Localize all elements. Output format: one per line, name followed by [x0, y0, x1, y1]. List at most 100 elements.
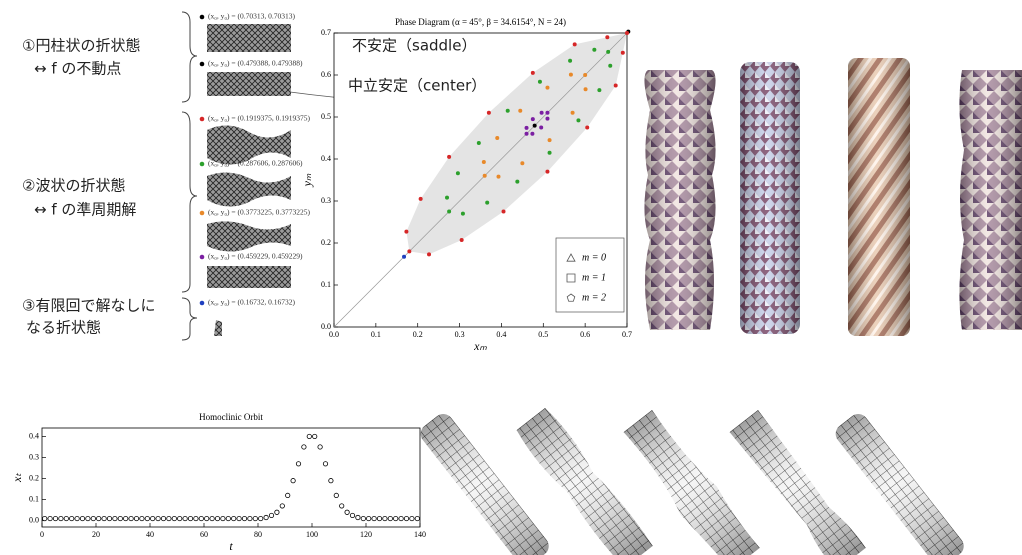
y-tick-label: 0.3: [321, 196, 331, 205]
orbit-point: [597, 88, 601, 92]
orbit-point: [161, 516, 165, 520]
y-tick-label: 0.2: [29, 473, 39, 482]
orbit-point: [515, 180, 519, 184]
orbit-point: [70, 516, 74, 520]
orbit-point: [167, 516, 171, 520]
legend-label: (x₀, y₀) = (0.479388, 0.479388): [208, 59, 303, 68]
x-axis-label: t: [229, 539, 233, 553]
orbit-point: [340, 504, 344, 508]
orbit-point: [483, 174, 487, 178]
y-tick-label: 0.1: [321, 280, 331, 289]
orbit-point: [356, 515, 360, 519]
orbit-point: [296, 462, 300, 466]
orbit-point: [80, 516, 84, 520]
orbit-point: [372, 516, 376, 520]
legend-label: (x₀, y₀) = (0.1919375, 0.1919375): [208, 114, 310, 123]
x-tick-label: 20: [92, 530, 100, 539]
orbit-point: [113, 516, 117, 520]
x-tick-label: 0.3: [455, 330, 465, 339]
x-tick-label: 0.5: [538, 330, 548, 339]
orbit-point: [275, 510, 279, 514]
orbit-point: [59, 516, 63, 520]
orbit-point: [518, 109, 522, 113]
figure: ①円柱状の折状態 ↔ f の不動点 ②波状の折状態 ↔ f の準周期解 ③有限回…: [0, 0, 1022, 555]
x-tick-label: 0.4: [496, 330, 506, 339]
orbit-point: [530, 132, 534, 136]
orbit-point: [226, 516, 230, 520]
orbit-point: [329, 478, 333, 482]
legend-label: m = 1: [582, 272, 606, 283]
orbit-point: [291, 478, 295, 482]
orbit-point: [102, 516, 106, 520]
orbit-point: [576, 118, 580, 122]
orbit-point: [621, 51, 625, 55]
orbit-point: [584, 87, 588, 91]
orbit-point: [583, 73, 587, 77]
x-tick-label: 0.2: [413, 330, 423, 339]
annotation: 不安定（saddle）: [352, 37, 476, 55]
orbit-point: [410, 516, 414, 520]
legend-label: (x₀, y₀) = (0.459229, 0.459229): [208, 252, 303, 261]
legend-swatch: [200, 255, 205, 260]
orbit-point: [445, 196, 449, 200]
legend-swatch: [200, 62, 205, 67]
y-tick-label: 0.1: [29, 494, 39, 503]
orbit-point: [334, 493, 338, 497]
orbit-point: [394, 516, 398, 520]
orbit-point: [533, 124, 537, 128]
x-tick-label: 40: [146, 530, 154, 539]
thumbnail: [207, 24, 291, 52]
orbit-point: [531, 71, 535, 75]
render-shade: [644, 70, 715, 330]
orbit-point: [461, 212, 465, 216]
orbit-point: [585, 126, 589, 130]
orbit-point: [399, 516, 403, 520]
orbit-point: [377, 516, 381, 520]
orbit-point: [107, 516, 111, 520]
orbit-point: [264, 515, 268, 519]
orbit-point: [573, 42, 577, 46]
legend-swatch: [200, 117, 205, 122]
orbit-point: [538, 80, 542, 84]
y-tick-label: 0.5: [321, 112, 331, 121]
orbit-point: [323, 462, 327, 466]
group-label: なる折状態: [26, 319, 101, 337]
legend-label: (x₀, y₀) = (0.70313, 0.70313): [208, 12, 295, 21]
chart-title: Homoclinic Orbit: [199, 412, 263, 422]
orbit-point: [520, 161, 524, 165]
orbit-point: [605, 35, 609, 39]
orbit-point: [614, 84, 618, 88]
orbit-point: [253, 516, 257, 520]
orbit-point: [456, 171, 460, 175]
legend-swatch: [200, 15, 205, 20]
orbit-point: [156, 516, 160, 520]
group-label: ③有限回で解なしに: [22, 297, 155, 315]
orbit-point: [242, 516, 246, 520]
orbit-point: [91, 516, 95, 520]
orbit-point: [447, 155, 451, 159]
orbit-point: [525, 132, 529, 136]
y-tick-label: 0.6: [321, 70, 331, 79]
orbit-point: [606, 50, 610, 54]
orbit-point: [118, 516, 122, 520]
render-shade: [848, 58, 910, 336]
orbit-point: [259, 516, 263, 520]
x-tick-label: 80: [254, 530, 262, 539]
legend-label: (x₀, y₀) = (0.16732, 0.16732): [208, 298, 295, 307]
orbit-point: [495, 136, 499, 140]
legend-swatch: [200, 301, 205, 306]
orbit-point: [215, 516, 219, 520]
orbit-point: [388, 516, 392, 520]
orbit-point: [48, 516, 52, 520]
orbit-point: [460, 238, 464, 242]
legend-label: m = 0: [582, 252, 606, 263]
orbit-point: [569, 73, 573, 77]
orbit-point: [539, 126, 543, 130]
orbit-point: [345, 510, 349, 514]
thumbnail: [207, 221, 291, 251]
group-label: ↔ f の不動点: [34, 60, 121, 78]
orbit-point: [383, 516, 387, 520]
tubes: [417, 406, 968, 555]
orbit-point: [485, 201, 489, 205]
orbit-point: [134, 516, 138, 520]
